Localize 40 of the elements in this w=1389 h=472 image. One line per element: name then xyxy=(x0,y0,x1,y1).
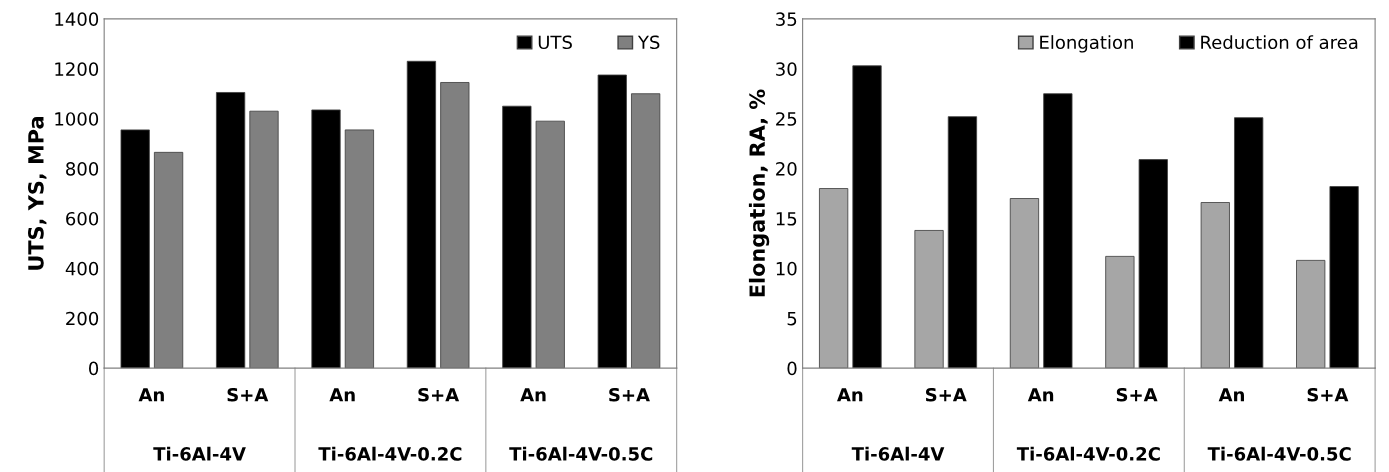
text: Ti-6Al-4V-0.5C xyxy=(509,446,653,461)
y-axis-title: Elongation, RA, % xyxy=(748,89,770,297)
x-tick-label: S+A xyxy=(1307,387,1349,402)
legend-label: UTS xyxy=(538,35,572,50)
x-tick-label: S+A xyxy=(609,387,650,402)
legend-label: Elongation xyxy=(1040,35,1133,53)
y-tick-label: 0 xyxy=(787,361,797,376)
y-tick-label: 25 xyxy=(776,112,797,126)
x-tick-label: An xyxy=(138,388,164,402)
text: Ti-6Al-4V-0.5C xyxy=(1207,446,1351,461)
text: Ti-6Al-4V xyxy=(851,446,945,461)
text: Ti-6Al-4V-0.2C xyxy=(1016,446,1160,461)
y-tick-label: 5 xyxy=(787,311,797,326)
y-tick-label: 1400 xyxy=(55,12,99,26)
y-tick-label: 35 xyxy=(776,12,797,26)
text: Ti-6Al-4V-0.2C xyxy=(318,446,462,461)
legend-label: Reduction of area xyxy=(1201,35,1358,50)
x-tick-label: An xyxy=(1218,388,1244,402)
y-tick-label: 200 xyxy=(66,311,99,326)
y-tick-label: 15 xyxy=(776,212,797,226)
x-tick-label: An xyxy=(837,388,863,402)
x-tick-label: S+A xyxy=(1116,387,1158,402)
legend-label: YS xyxy=(637,35,660,50)
y-tick-label: 30 xyxy=(776,62,797,76)
y-tick-label: 400 xyxy=(65,261,99,276)
x-tick-label: An xyxy=(520,388,546,402)
y-tick-label: 800 xyxy=(66,162,99,176)
x-tick-label: An xyxy=(329,388,355,402)
x-tick-label: S+A xyxy=(925,387,967,402)
y-tick-label: 0 xyxy=(89,361,99,376)
text: Ti-6Al-4V xyxy=(153,446,246,461)
y-tick-label: 1200 xyxy=(55,62,99,76)
x-tick-label: S+A xyxy=(227,387,269,402)
x-tick-label: S+A xyxy=(418,387,460,402)
y-tick-label: 10 xyxy=(776,261,797,276)
y-tick-label: 1000 xyxy=(55,112,99,126)
y-axis-title: UTS, YS, MPa xyxy=(28,117,47,270)
x-tick-label: An xyxy=(1027,388,1054,402)
y-tick-label: 600 xyxy=(66,211,99,226)
y-tick-label: 20 xyxy=(776,162,797,176)
